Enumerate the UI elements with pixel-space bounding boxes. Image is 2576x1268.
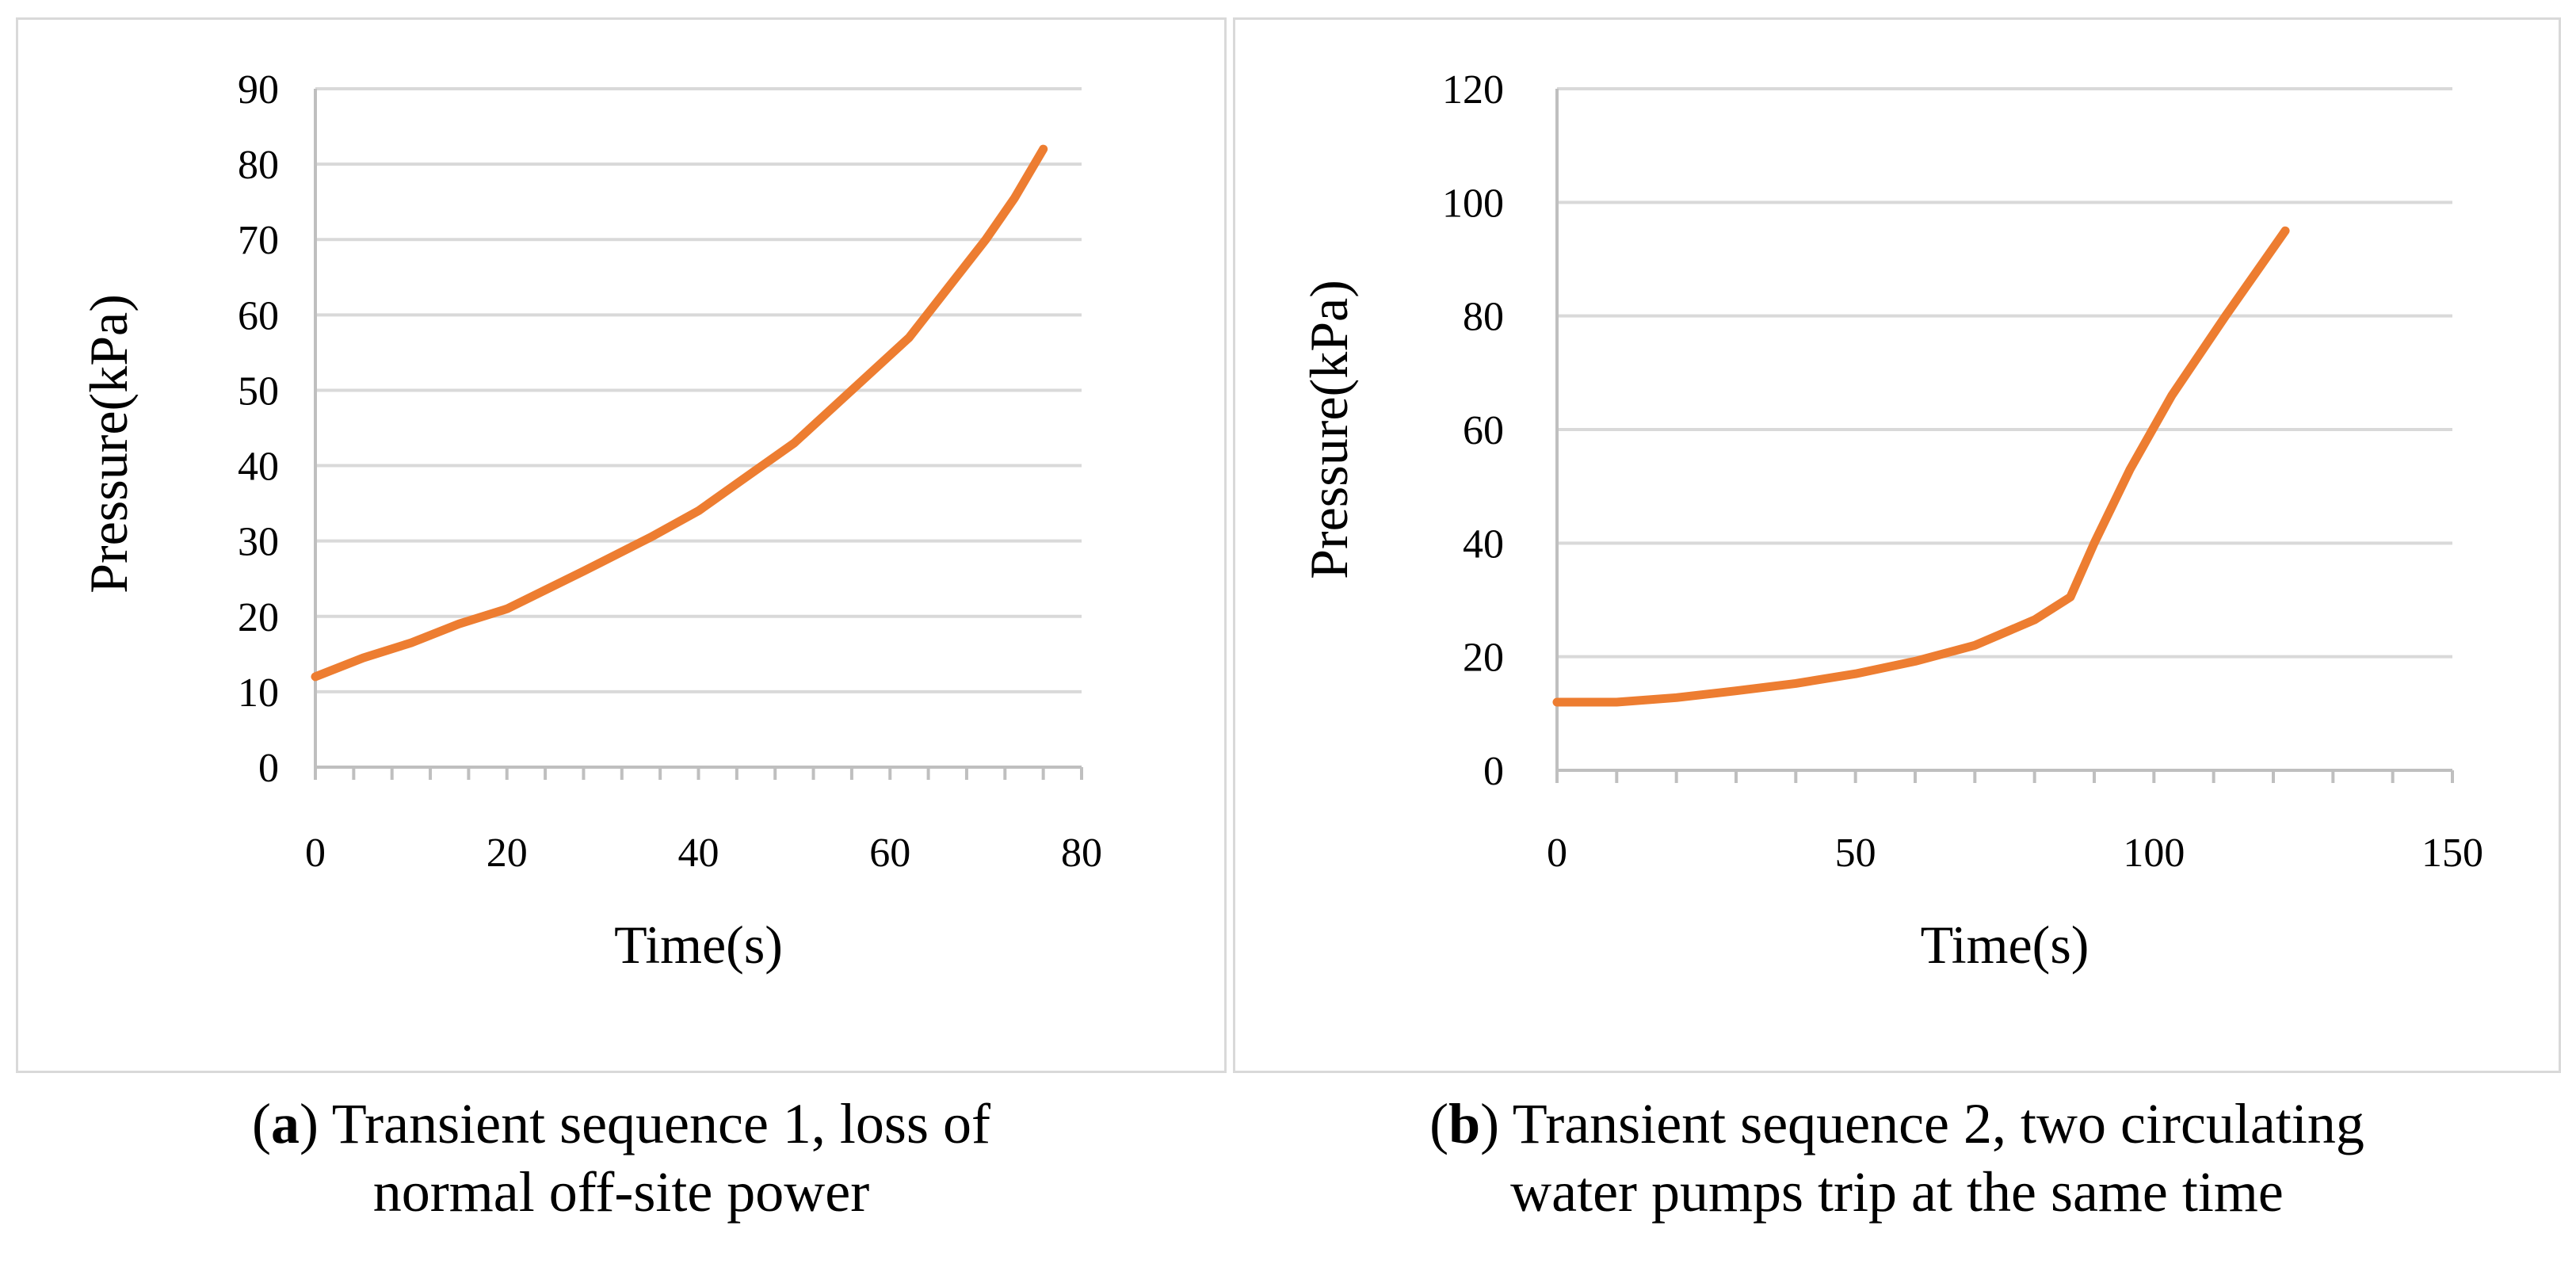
y-tick-label: 10 (238, 670, 279, 716)
x-tick-label: 20 (487, 831, 528, 876)
y-tick-label: 60 (238, 293, 279, 338)
series-line-a-0 (311, 144, 1048, 682)
x-tick-label: 150 (2421, 831, 2483, 876)
chart-panel-a (16, 17, 1227, 1073)
y-axis-title: Pressure(kPa) (78, 294, 139, 594)
caption-b-line2: water pumps trip at the same time (1510, 1160, 2284, 1224)
y-tick-label: 30 (238, 520, 279, 565)
y-tick-label: 70 (238, 218, 279, 263)
x-tick-label: 0 (1547, 831, 1567, 876)
x-tick-label: 60 (869, 831, 910, 876)
caption-a-label: a (271, 1092, 300, 1155)
y-tick-label: 20 (238, 595, 279, 640)
series-line-b-0 (1552, 226, 2290, 707)
caption-b: (b) Transient sequence 2, two circulatin… (1429, 1092, 2364, 1224)
y-tick-label: 90 (238, 67, 279, 113)
chart-panel-b (1233, 17, 2561, 1073)
caption-a-line1: ) Transient sequence 1, loss of (300, 1092, 990, 1155)
y-tick-label: 20 (1463, 636, 1504, 681)
y-tick-label: 100 (1442, 181, 1504, 226)
chart-a: 0 10 20 30 40 50 60 70 80 90 0 20 40 60 80 Time(s) Press… (78, 67, 1102, 975)
chart-b: 0 20 40 60 80 100 120 0 50 100 150 Time(s) Pressure(… (1299, 67, 2483, 975)
caption-a-line2: normal off-site power (372, 1160, 870, 1224)
x-axis-title: Time(s) (614, 915, 783, 975)
y-tick-label: 40 (1463, 521, 1504, 567)
x-tick-label: 80 (1061, 831, 1102, 876)
y-tick-label: 50 (238, 369, 279, 414)
y-axis-title: Pressure(kPa) (1299, 280, 1359, 579)
y-tick-label: 0 (258, 746, 279, 791)
caption-b-label: b (1448, 1092, 1481, 1155)
x-tick-label: 100 (2123, 831, 2185, 876)
y-tick-label: 120 (1442, 67, 1504, 113)
x-tick-label: 50 (1835, 831, 1876, 876)
x-tick-label: 40 (678, 831, 719, 876)
y-tick-label: 60 (1463, 408, 1504, 453)
x-axis-title: Time(s) (1921, 915, 2089, 975)
x-tick-label: 0 (305, 831, 326, 876)
y-tick-label: 40 (238, 445, 279, 490)
caption-a: (a) Transient sequence 1, loss of normal… (252, 1092, 990, 1224)
caption-b-line1: ) Transient sequence 2, two circulating (1480, 1092, 2364, 1155)
y-tick-label: 80 (1463, 295, 1504, 340)
y-tick-label: 0 (1483, 749, 1504, 794)
y-tick-label: 80 (238, 143, 279, 188)
